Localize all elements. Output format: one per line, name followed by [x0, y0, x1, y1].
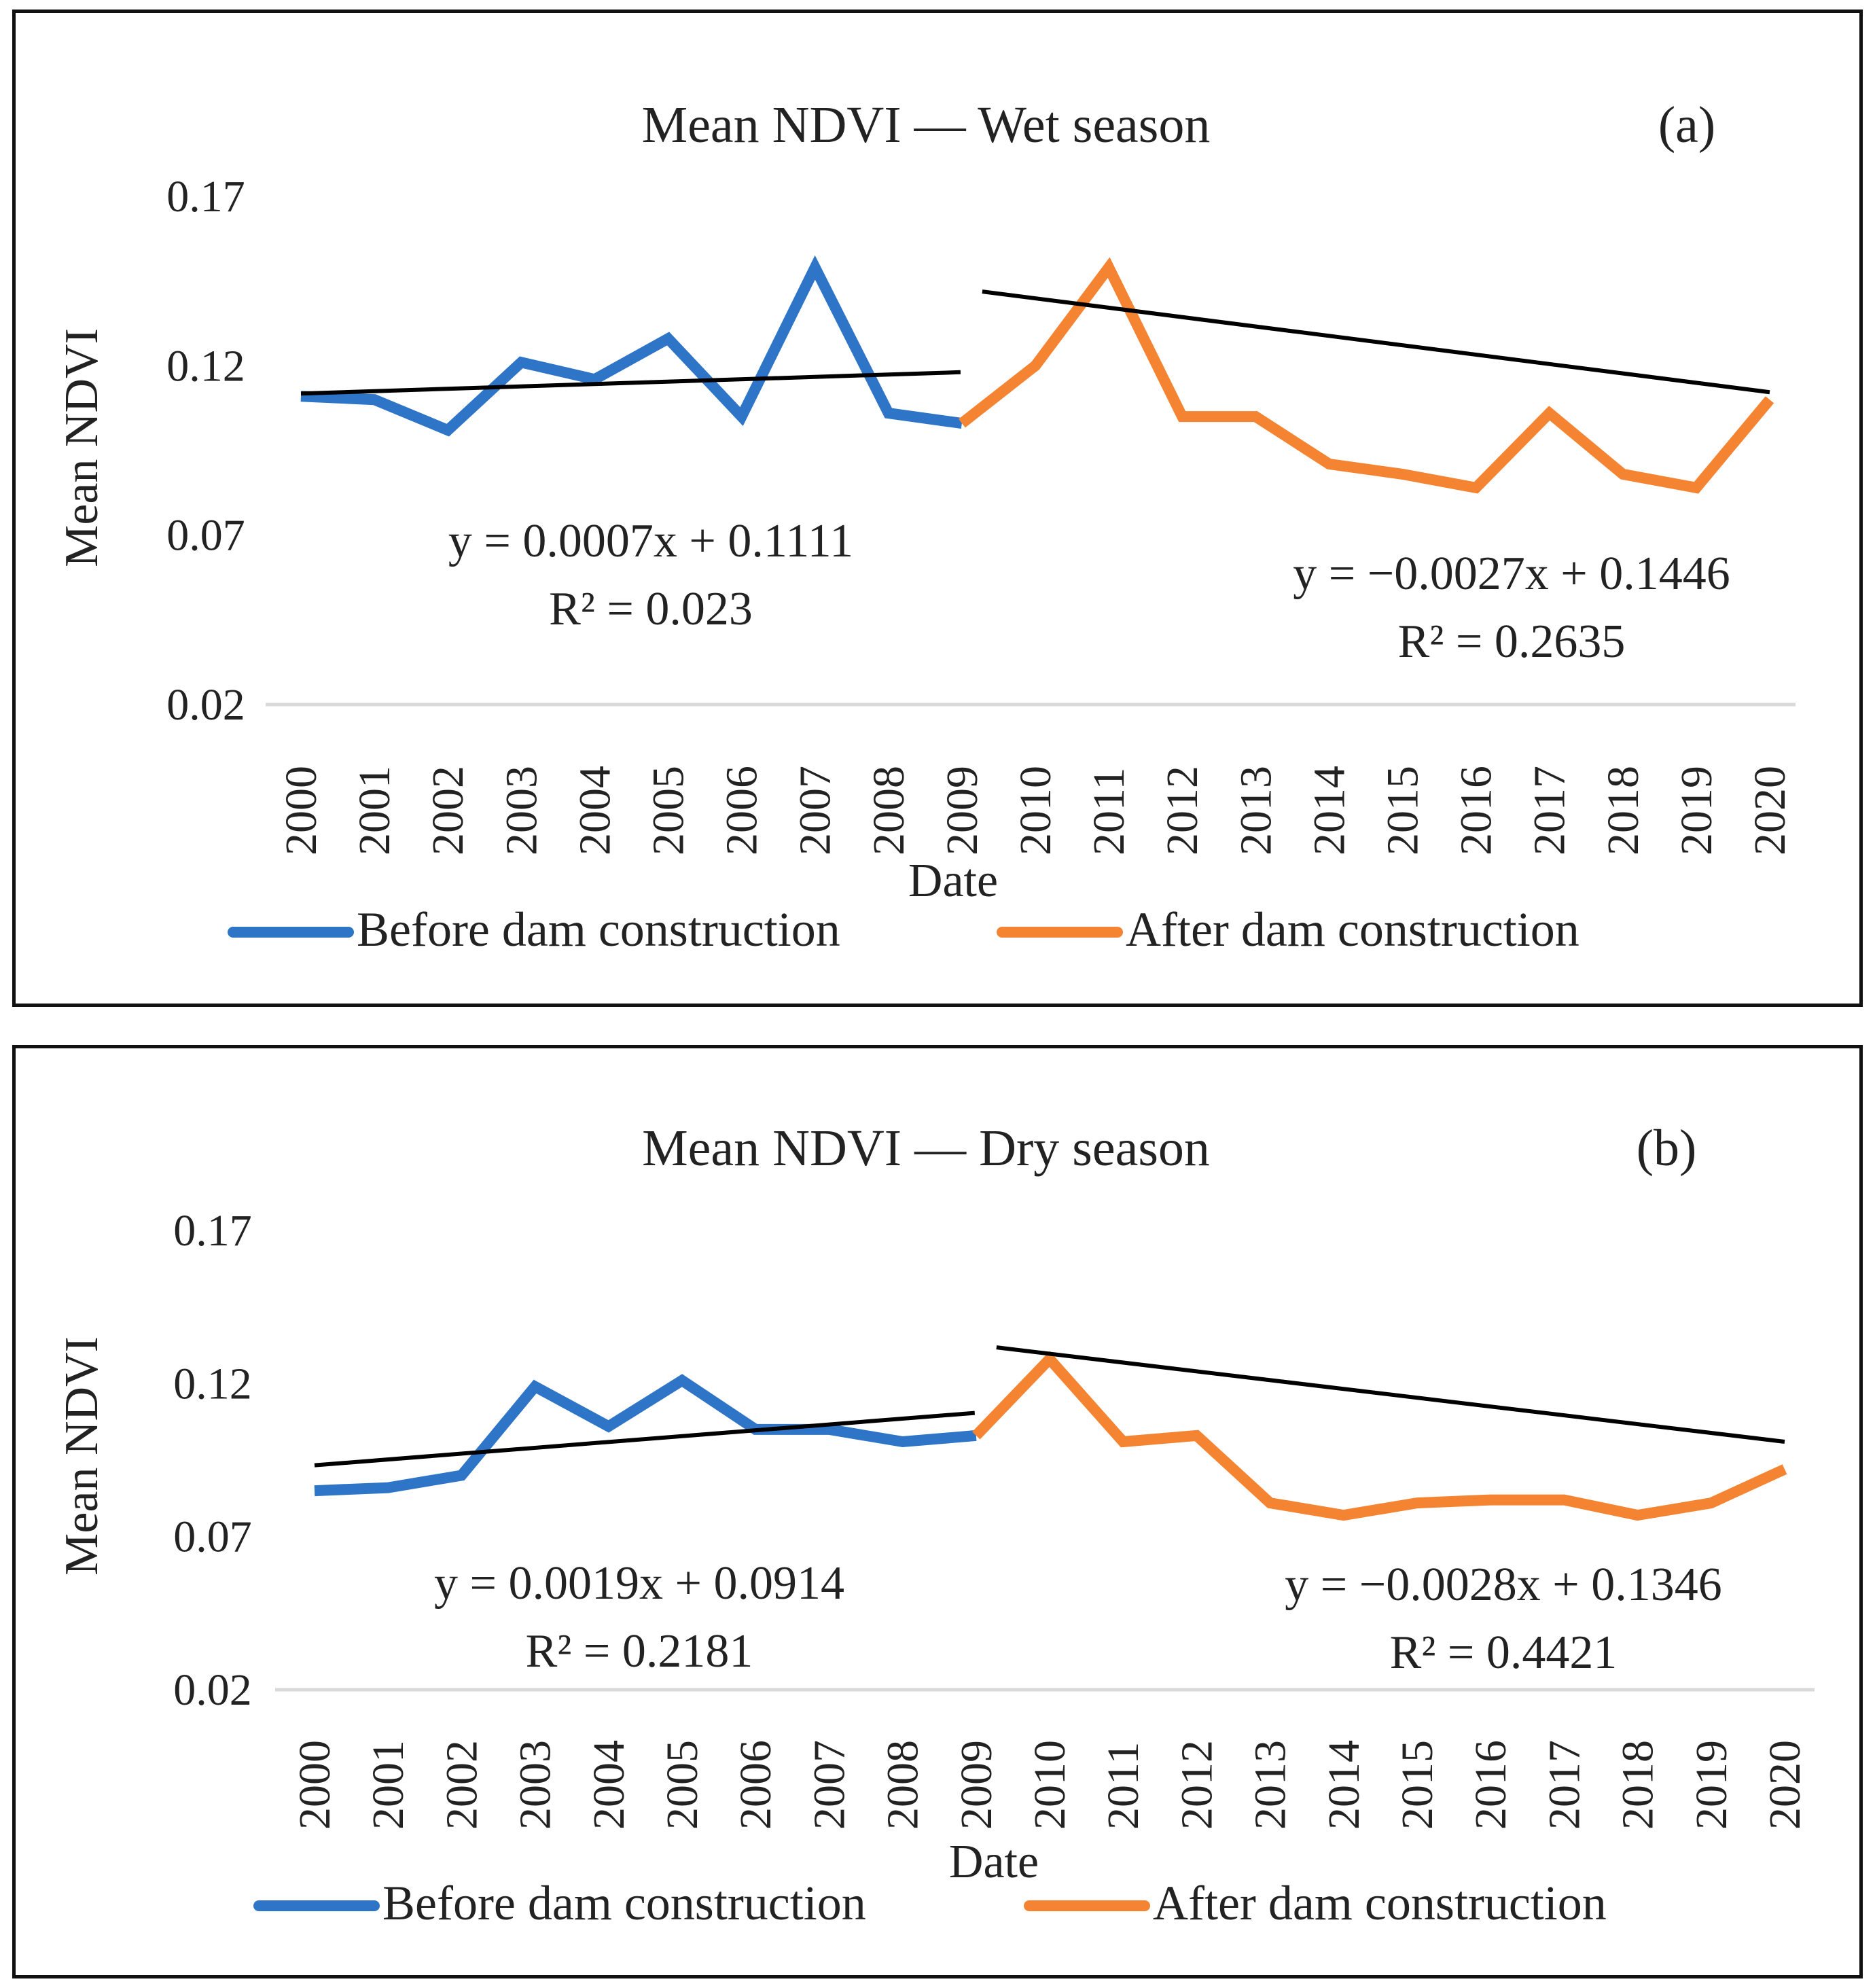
x-tick-label: 2013: [1246, 1740, 1296, 1830]
x-tick-label: 2015: [1393, 1740, 1442, 1830]
chart-title: Mean NDVI — Dry season: [642, 1120, 1210, 1177]
x-tick-label: 2013: [1231, 766, 1281, 855]
x-tick-label: 2002: [437, 1740, 486, 1830]
series-line-after-dam: [958, 257, 1774, 494]
x-tick-label: 2018: [1613, 1740, 1663, 1830]
x-tick-label: 2001: [350, 766, 399, 855]
y-axis-title: Mean NDVI: [56, 328, 108, 567]
x-tick-label: 2011: [1099, 1741, 1148, 1830]
x-tick-label: 2019: [1672, 766, 1721, 855]
trendline-after-dam: [982, 289, 1770, 395]
x-tick-label: 2016: [1452, 766, 1501, 855]
x-tick-label: 2012: [1172, 1740, 1221, 1830]
trendline-equation: y = 0.0019x + 0.0914: [434, 1557, 844, 1610]
y-tick-label: 0.12: [173, 1359, 252, 1408]
x-tick-label: 2006: [717, 766, 767, 855]
series-line-before-dam: [300, 255, 963, 437]
y-tick-label: 0.12: [166, 341, 245, 391]
series-line-after-dam: [972, 1351, 1787, 1521]
y-tick-label: 0.17: [173, 1206, 252, 1256]
trendline-r-squared: R² = 0.2635: [1398, 616, 1626, 668]
series-line-before-dam: [314, 1374, 977, 1497]
trendline-r-squared: R² = 0.4421: [1390, 1627, 1618, 1679]
x-tick-label: 2008: [878, 1740, 928, 1830]
x-tick-label: 2014: [1319, 1740, 1369, 1830]
x-tick-label: 2017: [1539, 1740, 1589, 1830]
x-tick-label: 2009: [952, 1740, 1001, 1830]
x-tick-label: 2000: [290, 1740, 340, 1830]
x-tick-label: 2000: [276, 766, 326, 855]
x-tick-label: 2008: [864, 766, 914, 855]
legend-label: Before dam construction: [382, 1876, 866, 1930]
legend-label: After dam construction: [1126, 902, 1579, 957]
chart-title: Mean NDVI — Wet season: [642, 96, 1211, 154]
x-tick-label: 2003: [497, 766, 546, 855]
x-tick-label: 2015: [1378, 766, 1428, 855]
x-tick-label: 2005: [644, 766, 694, 855]
y-tick-label: 0.07: [166, 511, 245, 561]
x-tick-label: 2004: [570, 766, 620, 855]
trendline-r-squared: R² = 0.2181: [526, 1625, 753, 1678]
x-tick-label: 2017: [1525, 766, 1575, 855]
trendline-equation: y = −0.0028x + 0.1346: [1285, 1559, 1721, 1611]
x-tick-label: 2007: [804, 1740, 854, 1830]
x-tick-label: 2019: [1687, 1740, 1736, 1830]
chart-panel-dry-season: Mean NDVI — Dry season (b) 0.17 0.12 0.07 0.0…: [12, 1045, 1863, 1978]
x-tick-label: 2016: [1466, 1740, 1516, 1830]
chart-dry-season: Mean NDVI — Dry season (b) 0.17 0.12 0.07 0.0…: [56, 1120, 1815, 1930]
y-tick-label: 0.17: [166, 172, 245, 221]
legend-label: After dam construction: [1153, 1876, 1607, 1930]
y-tick-label: 0.02: [166, 680, 245, 730]
x-tick-label: 2014: [1304, 766, 1354, 855]
trendline-before-dam: [300, 370, 961, 396]
trendline-after-dam: [996, 1345, 1785, 1444]
x-tick-label: 2020: [1745, 766, 1795, 855]
x-tick-label: 2004: [584, 1740, 634, 1830]
chart-wet-season: Mean NDVI — Wet season (a) 0.17 0.12 0.07 0.0…: [56, 96, 1796, 957]
y-tick-label: 0.07: [173, 1512, 252, 1562]
x-tick-label: 2003: [511, 1740, 560, 1830]
x-tick-label: 2010: [1025, 1740, 1075, 1830]
x-tick-label: 2018: [1599, 766, 1648, 855]
panel-label: (a): [1658, 96, 1715, 154]
panel-label: (b): [1637, 1120, 1697, 1177]
y-tick-label: 0.02: [173, 1665, 252, 1715]
x-tick-label: 2010: [1011, 766, 1060, 855]
x-axis-title: Date: [949, 1836, 1039, 1888]
trendline-equation: y = −0.0027x + 0.1446: [1293, 548, 1730, 600]
chart-panel-wet-season: Mean NDVI — Wet season (a) 0.17 0.12 0.07 0.0…: [12, 10, 1863, 1007]
x-tick-label: 2012: [1158, 766, 1207, 855]
x-tick-label: 2005: [658, 1740, 707, 1830]
x-tick-label: 2007: [791, 766, 840, 855]
x-tick-label: 2006: [731, 1740, 781, 1830]
trendline-before-dam: [314, 1410, 976, 1468]
y-axis-title: Mean NDVI: [56, 1336, 108, 1576]
x-tick-label: 2001: [363, 1740, 413, 1830]
x-tick-label: 2011: [1084, 767, 1134, 855]
x-tick-label: 2009: [938, 766, 987, 855]
x-tick-label: 2002: [423, 766, 473, 855]
trendline-equation: y = 0.0007x + 0.1111: [448, 515, 853, 567]
x-axis-title: Date: [908, 855, 998, 907]
x-tick-label: 2020: [1760, 1740, 1810, 1830]
trendline-r-squared: R² = 0.023: [549, 583, 753, 635]
legend-label: Before dam construction: [357, 902, 840, 957]
